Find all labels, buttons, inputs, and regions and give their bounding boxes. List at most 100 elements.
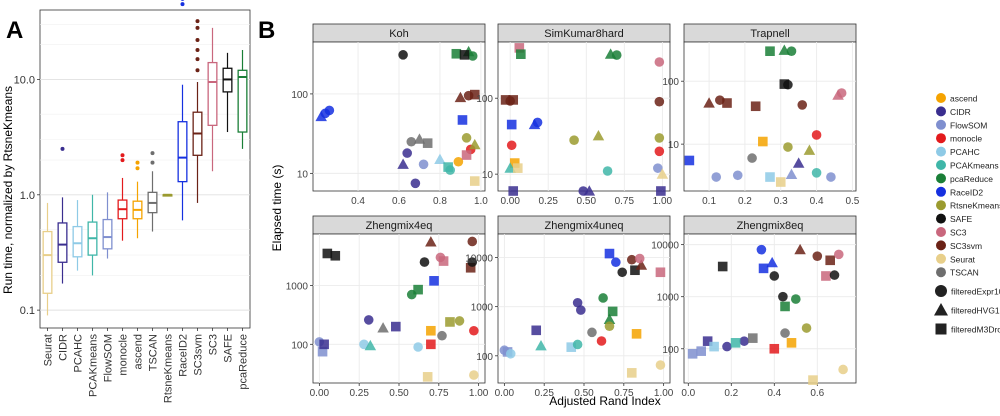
data-point bbox=[765, 46, 775, 56]
facet-y-tick-label: 1000 bbox=[286, 281, 309, 292]
data-point bbox=[410, 178, 421, 189]
boxplot-plot-area bbox=[39, 9, 251, 329]
data-point bbox=[319, 339, 329, 350]
data-point bbox=[506, 119, 517, 130]
facet-x-tick-label: 0.4 bbox=[351, 196, 365, 207]
legend-swatch-ascend bbox=[936, 93, 946, 103]
data-point bbox=[469, 89, 480, 100]
legend-swatch-sc3 bbox=[936, 227, 946, 237]
data-point bbox=[780, 301, 790, 312]
legend-swatch-pcareduce bbox=[936, 173, 946, 184]
legend-shape-circle bbox=[935, 285, 947, 297]
facet-title: SimKumar8hard bbox=[544, 28, 623, 40]
data-point bbox=[469, 176, 480, 186]
facet-title: Zhengmix4eq bbox=[366, 220, 433, 232]
data-point bbox=[769, 343, 780, 354]
box-outlier bbox=[195, 47, 200, 52]
facet-y-tick-label: 10000 bbox=[651, 241, 679, 252]
legend-shape-label: filteredM3Drop10 bbox=[951, 325, 1000, 335]
box-outlier bbox=[195, 19, 200, 24]
scatter-y-axis-title: Elapsed time (s) bbox=[270, 165, 284, 252]
data-point bbox=[634, 253, 645, 264]
data-point bbox=[655, 360, 666, 370]
data-point bbox=[508, 186, 519, 196]
boxplot-x-tick-label: SC3svm bbox=[193, 334, 205, 376]
data-point bbox=[514, 43, 525, 53]
facet-y-tick-label: 100 bbox=[662, 345, 679, 356]
box-outlier bbox=[180, 0, 185, 1]
facet-x-tick-label: 0.8 bbox=[433, 196, 447, 207]
data-point bbox=[780, 328, 790, 338]
data-point bbox=[509, 158, 520, 168]
data-point bbox=[469, 325, 479, 336]
data-point bbox=[709, 341, 719, 352]
boxplot-x-tick-label: SC3 bbox=[208, 334, 220, 355]
box-outlier bbox=[195, 68, 200, 73]
legend-shape-square bbox=[935, 323, 947, 335]
data-point bbox=[426, 325, 436, 336]
facet-x-tick-label: 0.50 bbox=[577, 196, 597, 207]
data-point bbox=[426, 339, 436, 350]
data-point bbox=[429, 276, 439, 286]
boxplot-y-tick-label: 1.0 bbox=[20, 190, 35, 202]
data-point bbox=[786, 46, 797, 56]
data-point bbox=[377, 322, 389, 333]
legend-label: CIDR bbox=[950, 107, 971, 117]
box-pcaReduce bbox=[237, 69, 248, 133]
legend-label: monocle bbox=[950, 134, 982, 144]
data-point bbox=[654, 96, 665, 107]
data-point bbox=[434, 153, 446, 164]
data-point bbox=[391, 321, 401, 332]
data-point bbox=[829, 270, 840, 280]
data-point bbox=[747, 153, 757, 163]
data-point bbox=[465, 262, 476, 273]
box-outlier bbox=[195, 57, 200, 62]
boxplot-x-tick-label: FlowSOM bbox=[103, 334, 115, 382]
scatter-x-axis-title: Adjusted Rand Index bbox=[549, 394, 660, 408]
legend-label: SC3 bbox=[950, 228, 967, 238]
facet-y-tick-label: 100 bbox=[476, 94, 493, 105]
facet-x-tick-label: 0.75 bbox=[614, 388, 634, 399]
facet-trapnell: Trapnell 0.1 0.2 0.3 0.4 0.5 10 100 bbox=[662, 23, 860, 207]
legend-label: RaceID2 bbox=[950, 187, 983, 197]
boxplot-x-tick-label: RtsneKmeans bbox=[163, 334, 175, 404]
data-point bbox=[402, 148, 412, 158]
box-Seurat bbox=[42, 230, 53, 294]
facet-x-tick-label: 0.2 bbox=[724, 388, 738, 399]
legend-label: SAFE bbox=[950, 214, 973, 224]
data-point bbox=[654, 57, 665, 67]
data-point bbox=[769, 271, 780, 281]
data-point bbox=[566, 342, 577, 352]
data-point bbox=[722, 98, 732, 108]
data-point bbox=[611, 257, 621, 268]
data-point bbox=[535, 340, 547, 351]
data-point bbox=[811, 130, 822, 140]
data-point bbox=[617, 267, 628, 278]
facet-zhengmix4eq: Zhengmix4eq 0.00 0.25 0.50 0.75 1.00 100 1000 bbox=[286, 215, 489, 399]
data-point bbox=[397, 158, 409, 169]
data-point bbox=[711, 172, 722, 182]
legend-swatch-seurat bbox=[936, 253, 946, 264]
data-point bbox=[631, 329, 642, 339]
data-point bbox=[322, 248, 333, 259]
data-point bbox=[653, 163, 663, 173]
data-point bbox=[467, 236, 478, 247]
data-point bbox=[785, 168, 798, 180]
facet-x-tick-label: 0.6 bbox=[392, 196, 406, 207]
facet-x-tick-label: 0.3 bbox=[774, 196, 788, 207]
data-point bbox=[808, 375, 818, 385]
data-point bbox=[445, 317, 455, 327]
legend-label: PCAHC bbox=[950, 147, 980, 157]
data-point bbox=[765, 172, 775, 182]
data-point bbox=[359, 339, 369, 350]
facet-plot-area bbox=[683, 41, 857, 192]
data-point bbox=[457, 115, 468, 125]
box-outlier bbox=[195, 37, 200, 42]
facet-x-tick-label: 0.00 bbox=[310, 388, 330, 399]
data-point bbox=[512, 163, 523, 173]
data-point bbox=[467, 257, 478, 267]
data-point bbox=[654, 133, 665, 143]
data-point bbox=[445, 165, 455, 175]
boxplot-x-tick-label: RaceID2 bbox=[178, 334, 190, 377]
data-point bbox=[587, 327, 597, 338]
